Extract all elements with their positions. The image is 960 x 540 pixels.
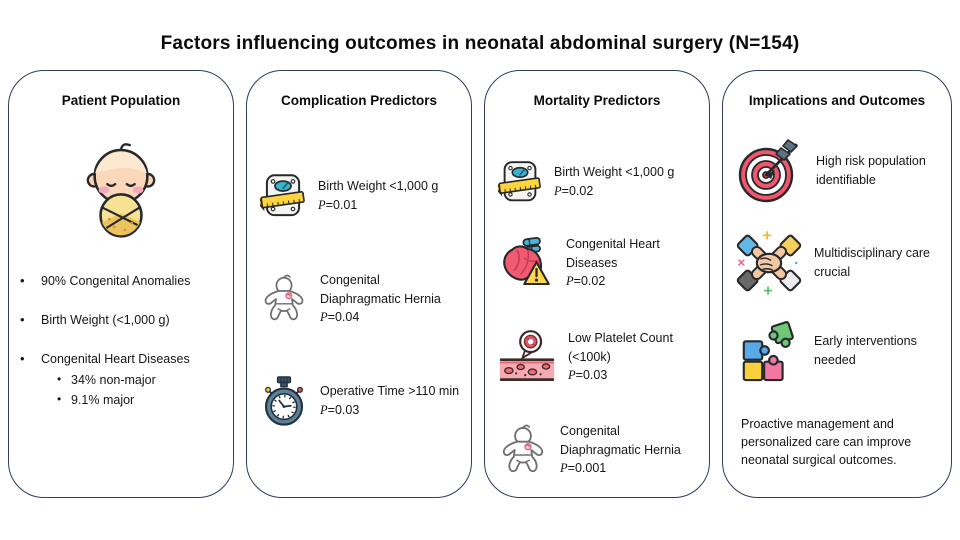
p-value: P=0.001 <box>560 461 607 476</box>
predictor-row-birth-weight: Birth Weight <1,000 g P=0.02 <box>498 153 705 211</box>
predictor-row-diaphragmatic-hernia: Congenital Diaphragmatic Hernia P=0.04 <box>260 263 467 335</box>
p-value: P=0.03 <box>568 368 608 383</box>
p-value: P=0.01 <box>318 198 358 212</box>
implication-row-early-interventions: Early interventions needed <box>736 311 947 391</box>
predictor-row-congenital-heart: Congenital Heart Diseases P=0.02 <box>498 229 705 297</box>
baby-scale-icon <box>260 171 306 221</box>
platelet-vessel-icon <box>498 328 556 386</box>
main-title: Factors influencing outcomes in neonatal… <box>160 33 800 54</box>
predictor-label: Congenital Diaphragmatic Hernia <box>560 423 681 457</box>
predictor-label: Congenital Heart Diseases <box>566 236 660 270</box>
stopwatch-icon <box>260 375 308 427</box>
panel-mortality-predictors: Mortality Predictors Birth Weight <1,000… <box>484 70 710 498</box>
predictor-label: Low Platelet Count (<100k) <box>568 330 673 364</box>
implication-row-high-risk: High risk population identifiable <box>736 131 947 211</box>
predictor-label: Birth Weight <1,000 g <box>318 179 439 194</box>
bullet-birth-weight: Birth Weight (<1,000 g) <box>19 311 229 329</box>
predictor-row-low-platelet: Low Platelet Count (<100k) P=0.03 <box>498 323 705 391</box>
heart-warning-icon <box>498 235 554 291</box>
sub-bullet-non-major: 34% non-major <box>41 371 229 389</box>
implication-label: High risk population identifiable <box>816 154 926 187</box>
puzzle-pieces-icon <box>736 318 802 384</box>
panel-header-complication-predictors: Complication Predictors <box>280 93 438 108</box>
panel-header-mortality-predictors: Mortality Predictors <box>533 93 661 108</box>
bullet-congenital-anomalies: 90% Congenital Anomalies <box>19 272 229 290</box>
p-value: P=0.03 <box>320 403 360 417</box>
sub-bullet-major: 9.1% major <box>41 391 229 409</box>
predictor-label: Congenital Diaphragmatic Hernia <box>320 272 441 306</box>
hands-together-icon <box>736 230 802 296</box>
implication-label: Multidisciplinary care crucial <box>814 246 931 279</box>
baby-scale-icon <box>498 158 542 206</box>
patient-sub-bullet-list: 34% non-major 9.1% major <box>41 371 229 409</box>
predictor-row-operative-time: Operative Time >110 min P=0.03 <box>260 369 467 433</box>
baby-hernia-icon <box>498 422 548 478</box>
bullet-congenital-heart-diseases: Congenital Heart Diseases 34% non-major … <box>19 350 229 409</box>
panel-header-patient-population: Patient Population <box>61 93 181 108</box>
panel-complication-predictors: Complication Predictors Birth Weight <1,… <box>246 70 472 498</box>
target-dart-icon <box>736 137 804 205</box>
baby-hernia-icon <box>260 273 308 325</box>
p-value: P=0.02 <box>566 274 606 289</box>
p-value: P=0.04 <box>320 310 360 325</box>
implication-label: Early interventions needed <box>814 334 917 367</box>
implication-row-multidisciplinary: Multidisciplinary care crucial <box>736 225 947 301</box>
panel-patient-population: Patient Population 90% Congenital Anomal… <box>8 70 234 498</box>
swaddled-baby-icon <box>82 141 160 244</box>
summary-text: Proactive management and personalized ca… <box>741 417 912 468</box>
predictor-row-diaphragmatic-hernia: Congenital Diaphragmatic Hernia P=0.001 <box>498 413 705 487</box>
predictor-row-birth-weight: Birth Weight <1,000 g P=0.01 <box>260 163 467 229</box>
panel-implications-outcomes: Implications and Outcomes High risk popu… <box>722 70 952 498</box>
predictor-label: Birth Weight <1,000 g <box>554 165 675 180</box>
patient-bullet-list: 90% Congenital Anomalies Birth Weight (<… <box>19 272 229 430</box>
p-value: P=0.02 <box>554 184 594 198</box>
panel-header-implications-outcomes: Implications and Outcomes <box>748 93 926 108</box>
predictor-label: Operative Time >110 min <box>320 384 460 399</box>
